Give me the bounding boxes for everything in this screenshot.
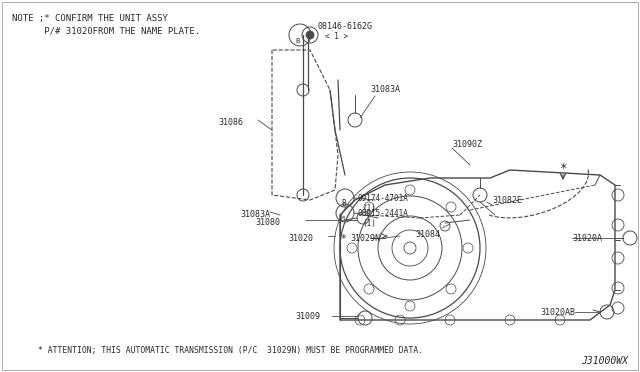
Circle shape <box>306 31 314 39</box>
Text: 31084: 31084 <box>415 230 440 239</box>
Text: 31009: 31009 <box>295 312 320 321</box>
Text: 31020AB: 31020AB <box>540 308 575 317</box>
Text: 31090Z: 31090Z <box>452 140 482 149</box>
Text: B: B <box>295 38 300 44</box>
Text: P/# 31020FROM THE NAME PLATE.: P/# 31020FROM THE NAME PLATE. <box>12 26 200 35</box>
Text: 31082E: 31082E <box>492 196 522 205</box>
Text: B: B <box>341 199 346 208</box>
Text: (1): (1) <box>362 219 376 228</box>
Text: 09174-4701A: 09174-4701A <box>358 194 409 203</box>
Text: * ATTENTION; THIS AUTOMATIC TRANSMISSION (P/C  31029N) MUST BE PROGRAMMED DATA.: * ATTENTION; THIS AUTOMATIC TRANSMISSION… <box>38 346 423 355</box>
Text: NOTE ;* CONFIRM THE UNIT ASSY: NOTE ;* CONFIRM THE UNIT ASSY <box>12 14 168 23</box>
Text: 31020: 31020 <box>288 234 313 243</box>
Text: 31083A: 31083A <box>240 210 270 219</box>
Text: 31083A: 31083A <box>370 85 400 94</box>
Text: 31086: 31086 <box>218 118 243 127</box>
Text: 31020A: 31020A <box>572 234 602 243</box>
Text: (1): (1) <box>362 204 376 213</box>
Text: *: * <box>340 234 346 244</box>
Text: 08915-2441A: 08915-2441A <box>358 209 409 218</box>
Text: M: M <box>341 217 345 221</box>
Text: J31000WX: J31000WX <box>581 356 628 366</box>
Text: 08146-6162G: 08146-6162G <box>318 22 373 31</box>
Text: 31080: 31080 <box>255 218 280 227</box>
Text: *: * <box>559 162 567 175</box>
Text: 31029N: 31029N <box>350 234 380 243</box>
Text: < 1 >: < 1 > <box>325 32 348 41</box>
